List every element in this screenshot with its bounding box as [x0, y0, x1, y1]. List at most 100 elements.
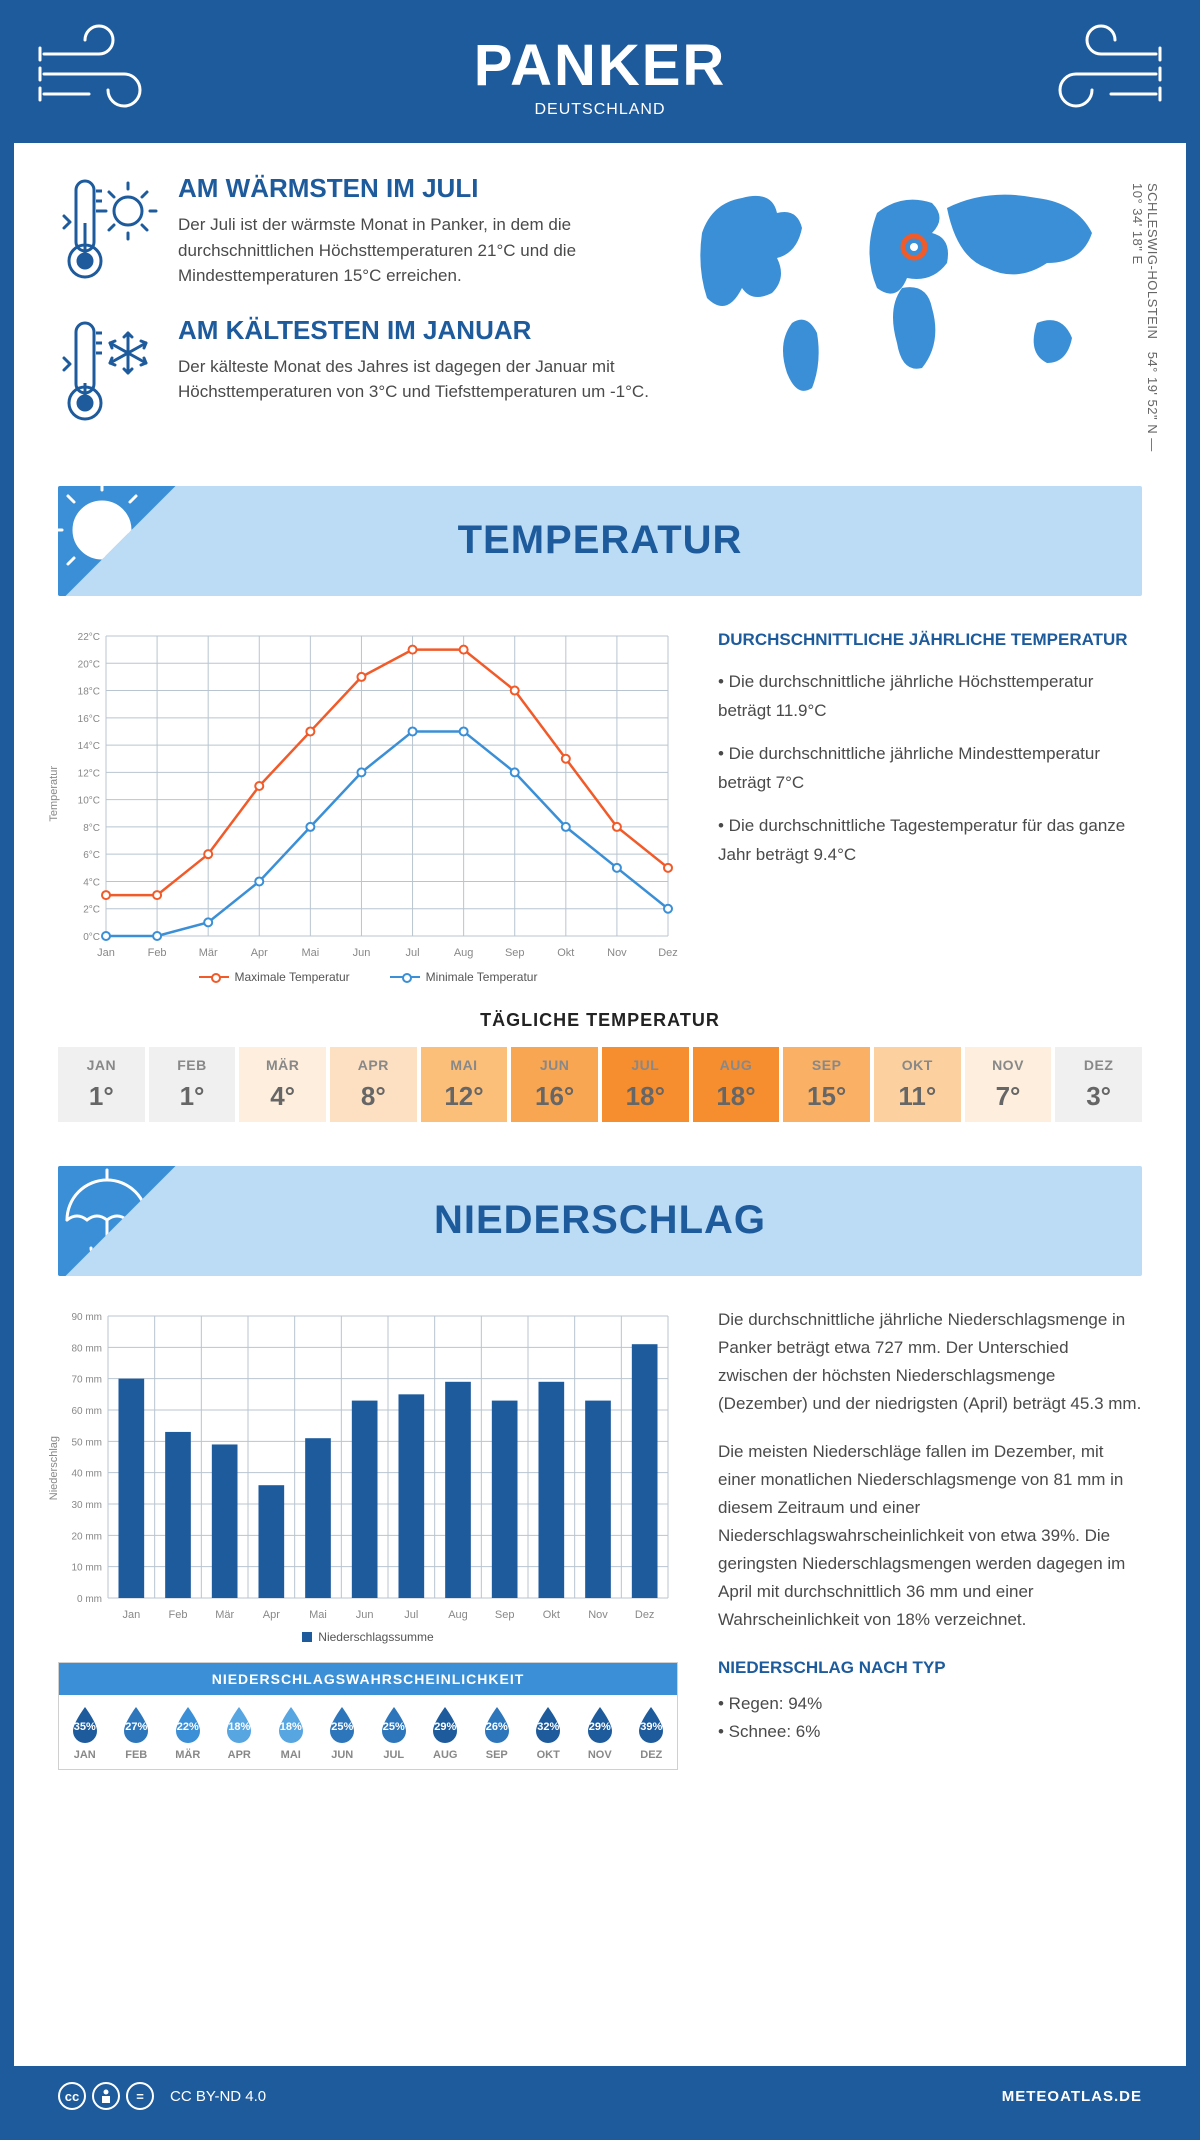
daily-temp-title: TÄGLICHE TEMPERATUR	[58, 1010, 1142, 1031]
prob-cell: 29%AUG	[420, 1695, 472, 1769]
temp-cell: MÄR4°	[239, 1047, 326, 1122]
site-name: METEOATLAS.DE	[1002, 2088, 1142, 2105]
prob-cell: 25%JUN	[317, 1695, 369, 1769]
precipitation-banner: NIEDERSCHLAG	[58, 1166, 1142, 1276]
svg-text:Dez: Dez	[635, 1609, 655, 1621]
svg-text:Dez: Dez	[658, 947, 678, 959]
svg-text:30 mm: 30 mm	[71, 1500, 102, 1511]
fact-warmest: AM WÄRMSTEN IM JULI Der Juli ist der wär…	[58, 173, 652, 289]
svg-text:Mär: Mär	[199, 947, 218, 959]
prob-cell: 32%OKT	[523, 1695, 575, 1769]
svg-text:Jul: Jul	[404, 1609, 418, 1621]
fact-cold-body: Der kälteste Monat des Jahres ist dagege…	[178, 354, 652, 405]
fact-warm-body: Der Juli ist der wärmste Monat in Panker…	[178, 212, 652, 289]
temp-bullet-1: • Die durchschnittliche jährliche Höchst…	[718, 668, 1142, 726]
precip-type-heading: NIEDERSCHLAG NACH TYP	[718, 1654, 1142, 1682]
svg-text:2°C: 2°C	[83, 904, 100, 915]
svg-text:Feb: Feb	[148, 947, 167, 959]
temp-cell: APR8°	[330, 1047, 417, 1122]
daily-temp-table: JAN1°FEB1°MÄR4°APR8°MAI12°JUN16°JUL18°AU…	[58, 1047, 1142, 1122]
svg-text:Jun: Jun	[353, 947, 371, 959]
section-title-precip: NIEDERSCHLAG	[434, 1198, 766, 1243]
svg-text:Sep: Sep	[495, 1609, 515, 1621]
world-map	[682, 173, 1122, 403]
sun-icon	[58, 486, 182, 596]
svg-text:90 mm: 90 mm	[71, 1312, 102, 1323]
fact-cold-title: AM KÄLTESTEN IM JANUAR	[178, 315, 652, 346]
umbrella-icon	[58, 1166, 182, 1276]
infographic-frame: PANKER DEUTSCHLAND	[0, 0, 1200, 2140]
svg-text:20 mm: 20 mm	[71, 1531, 102, 1542]
prob-cell: 27%FEB	[111, 1695, 163, 1769]
page-subtitle: DEUTSCHLAND	[14, 101, 1186, 119]
temp-bullet-3: • Die durchschnittliche Tagestemperatur …	[718, 812, 1142, 870]
thermometer-sun-icon	[58, 173, 158, 289]
page-title: PANKER	[14, 32, 1186, 99]
temp-cell: DEZ3°	[1055, 1047, 1142, 1122]
temp-cell: AUG18°	[693, 1047, 780, 1122]
temp-cell: OKT11°	[874, 1047, 961, 1122]
nd-icon: =	[126, 2082, 154, 2110]
svg-text:0 mm: 0 mm	[77, 1594, 102, 1605]
svg-text:Okt: Okt	[543, 1609, 560, 1621]
svg-text:70 mm: 70 mm	[71, 1374, 102, 1385]
location-marker-icon	[900, 233, 928, 261]
svg-text:Jun: Jun	[356, 1609, 374, 1621]
by-icon	[92, 2082, 120, 2110]
svg-text:10°C: 10°C	[78, 795, 100, 806]
svg-text:Mai: Mai	[309, 1609, 327, 1621]
svg-text:18°C: 18°C	[78, 686, 100, 697]
thermometer-snow-icon	[58, 315, 158, 430]
svg-text:22°C: 22°C	[78, 632, 100, 643]
svg-text:12°C: 12°C	[78, 768, 100, 779]
precip-rain: • Regen: 94%	[718, 1690, 1142, 1718]
svg-text:80 mm: 80 mm	[71, 1343, 102, 1354]
svg-text:50 mm: 50 mm	[71, 1437, 102, 1448]
prob-cell: 26%SEP	[471, 1695, 523, 1769]
precip-para-1: Die durchschnittliche jährliche Niedersc…	[718, 1306, 1142, 1418]
temp-cell: MAI12°	[421, 1047, 508, 1122]
bar-legend: Niederschlagssumme	[58, 1630, 678, 1644]
header: PANKER DEUTSCHLAND	[14, 14, 1186, 143]
temperature-line-chart: Temperatur 0°C2°C4°C6°C8°C10°C12°C14°C16…	[58, 626, 678, 966]
precip-probability-table: NIEDERSCHLAGSWAHRSCHEINLICHKEIT 35%JAN27…	[58, 1662, 678, 1770]
wind-icon	[34, 24, 174, 124]
coords-label: SCHLESWIG-HOLSTEIN 54° 19' 52" N — 10° 3…	[1130, 183, 1160, 456]
svg-text:Sep: Sep	[505, 947, 525, 959]
svg-text:Jan: Jan	[122, 1609, 140, 1621]
svg-text:Apr: Apr	[263, 1609, 280, 1621]
wind-icon	[1026, 24, 1166, 124]
section-title-temperature: TEMPERATUR	[458, 518, 743, 563]
footer: cc = CC BY-ND 4.0 METEOATLAS.DE	[14, 2066, 1186, 2126]
svg-text:10 mm: 10 mm	[71, 1562, 102, 1573]
precipitation-bar-chart: Niederschlag 0 mm10 mm20 mm30 mm40 mm50 …	[58, 1306, 678, 1626]
prob-cell: 25%JUL	[368, 1695, 420, 1769]
temp-cell: JUL18°	[602, 1047, 689, 1122]
svg-text:Apr: Apr	[251, 947, 268, 959]
svg-text:16°C: 16°C	[78, 713, 100, 724]
svg-text:40 mm: 40 mm	[71, 1468, 102, 1479]
svg-text:0°C: 0°C	[83, 932, 100, 943]
svg-text:Jan: Jan	[97, 947, 115, 959]
temp-cell: SEP15°	[783, 1047, 870, 1122]
svg-text:Mai: Mai	[301, 947, 319, 959]
prob-cell: 18%MAI	[265, 1695, 317, 1769]
svg-text:Nov: Nov	[588, 1609, 608, 1621]
temp-cell: FEB1°	[149, 1047, 236, 1122]
fact-coldest: AM KÄLTESTEN IM JANUAR Der kälteste Mona…	[58, 315, 652, 430]
precip-para-2: Die meisten Niederschläge fallen im Deze…	[718, 1438, 1142, 1634]
svg-text:Feb: Feb	[169, 1609, 188, 1621]
svg-text:8°C: 8°C	[83, 822, 100, 833]
chart-legend: Maximale Temperatur Minimale Temperatur	[58, 970, 678, 984]
prob-cell: 35%JAN	[59, 1695, 111, 1769]
temp-text-heading: DURCHSCHNITTLICHE JÄHRLICHE TEMPERATUR	[718, 626, 1142, 655]
temp-cell: JAN1°	[58, 1047, 145, 1122]
fact-warm-title: AM WÄRMSTEN IM JULI	[178, 173, 652, 204]
svg-text:14°C: 14°C	[78, 741, 100, 752]
temp-cell: NOV7°	[965, 1047, 1052, 1122]
prob-cell: 18%APR	[214, 1695, 266, 1769]
cc-icon: cc	[58, 2082, 86, 2110]
svg-text:Aug: Aug	[448, 1609, 468, 1621]
temperature-banner: TEMPERATUR	[58, 486, 1142, 596]
svg-text:Jul: Jul	[406, 947, 420, 959]
